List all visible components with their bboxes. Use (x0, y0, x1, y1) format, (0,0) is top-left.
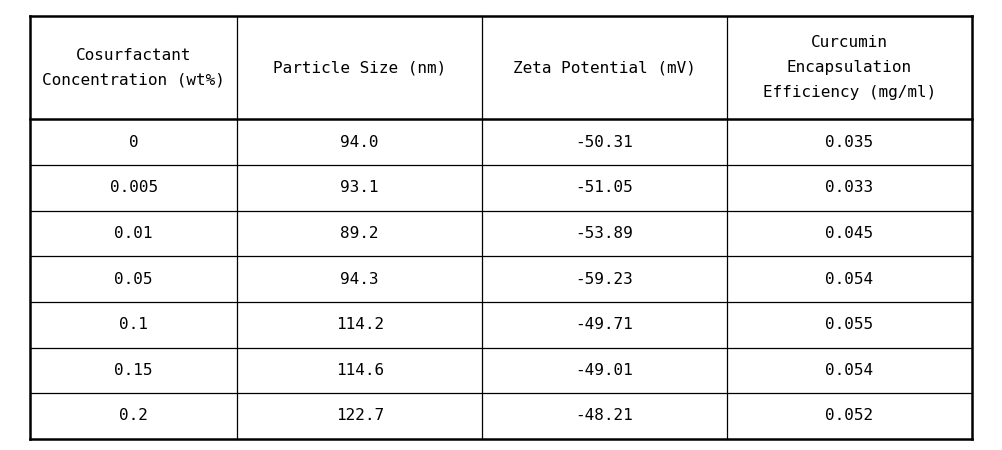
Text: 0.033: 0.033 (826, 180, 874, 195)
Text: -50.31: -50.31 (576, 135, 633, 150)
Text: 0.01: 0.01 (114, 226, 153, 241)
Text: Zeta Potential (mV): Zeta Potential (mV) (513, 60, 696, 75)
Text: Cosurfactant
Concentration (wt%): Cosurfactant Concentration (wt%) (42, 48, 225, 87)
Text: 93.1: 93.1 (341, 180, 379, 195)
Text: 0.035: 0.035 (826, 135, 874, 150)
Text: 0.2: 0.2 (119, 409, 148, 423)
Text: 0: 0 (129, 135, 138, 150)
Text: -53.89: -53.89 (576, 226, 633, 241)
Text: 0.054: 0.054 (826, 271, 874, 287)
Text: -59.23: -59.23 (576, 271, 633, 287)
Text: 114.2: 114.2 (336, 317, 384, 332)
Text: 0.045: 0.045 (826, 226, 874, 241)
Text: -49.71: -49.71 (576, 317, 633, 332)
Text: 114.6: 114.6 (336, 363, 384, 378)
Text: 0.052: 0.052 (826, 409, 874, 423)
Text: 0.005: 0.005 (109, 180, 157, 195)
Text: 0.1: 0.1 (119, 317, 148, 332)
Text: Curcumin
Encapsulation
Efficiency (mg/ml): Curcumin Encapsulation Efficiency (mg/ml… (763, 36, 936, 99)
Text: 0.055: 0.055 (826, 317, 874, 332)
Text: -49.01: -49.01 (576, 363, 633, 378)
Text: 94.0: 94.0 (341, 135, 379, 150)
Text: Particle Size (nm): Particle Size (nm) (274, 60, 446, 75)
Text: 94.3: 94.3 (341, 271, 379, 287)
Text: 89.2: 89.2 (341, 226, 379, 241)
Text: -48.21: -48.21 (576, 409, 633, 423)
Text: 122.7: 122.7 (336, 409, 384, 423)
Text: -51.05: -51.05 (576, 180, 633, 195)
Text: 0.054: 0.054 (826, 363, 874, 378)
Text: 0.15: 0.15 (114, 363, 153, 378)
Text: 0.05: 0.05 (114, 271, 153, 287)
